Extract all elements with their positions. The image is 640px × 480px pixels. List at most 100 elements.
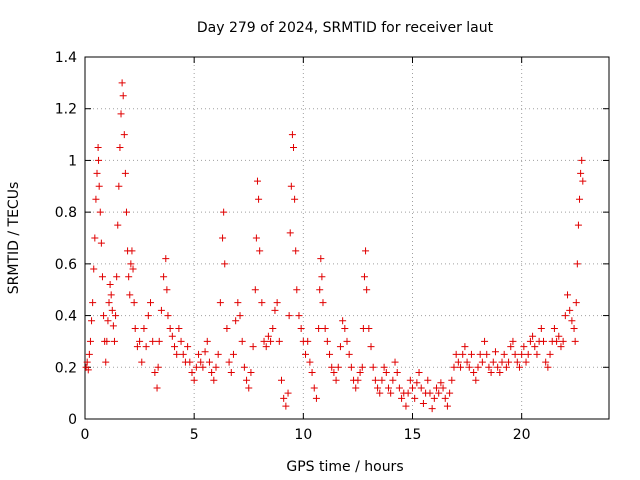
data-point	[387, 389, 395, 397]
data-point	[494, 363, 502, 371]
data-point	[426, 389, 434, 397]
data-point	[251, 286, 259, 294]
data-point	[264, 332, 272, 340]
data-point	[90, 265, 98, 273]
data-point	[95, 156, 103, 164]
data-point	[126, 291, 134, 299]
data-point	[454, 358, 462, 366]
data-point	[223, 325, 231, 332]
data-point	[118, 79, 126, 87]
data-point	[553, 337, 561, 345]
data-point	[89, 299, 97, 307]
x-tick-label: 0	[81, 427, 90, 443]
data-point	[91, 234, 99, 242]
data-point	[550, 325, 558, 332]
data-point	[287, 182, 295, 190]
data-point	[249, 343, 257, 351]
data-point	[395, 384, 403, 392]
grid	[85, 57, 609, 419]
data-point	[500, 350, 508, 358]
data-point	[95, 182, 103, 190]
data-point	[384, 384, 392, 392]
data-point	[483, 350, 491, 358]
data-point	[253, 177, 261, 185]
data-point	[417, 384, 425, 392]
data-point	[153, 384, 161, 392]
data-point	[509, 337, 517, 345]
data-point	[321, 325, 329, 332]
data-point	[579, 177, 587, 185]
data-point	[376, 389, 384, 397]
data-point	[122, 208, 130, 216]
data-point	[465, 363, 473, 371]
data-point	[83, 358, 91, 366]
data-point	[128, 247, 136, 255]
data-point	[380, 363, 388, 371]
data-point	[177, 337, 185, 345]
data-point	[463, 358, 471, 366]
data-point	[225, 358, 233, 366]
data-point	[470, 368, 478, 376]
data-point	[112, 312, 120, 320]
data-point	[542, 358, 550, 366]
data-point	[190, 376, 198, 384]
y-tick-label: 1.4	[55, 50, 77, 66]
data-point	[119, 92, 127, 100]
data-point	[318, 273, 326, 281]
data-point	[487, 368, 495, 376]
data-point	[212, 363, 220, 371]
data-point	[430, 394, 438, 402]
data-point	[522, 358, 530, 366]
data-point	[260, 337, 268, 345]
data-point	[317, 255, 325, 263]
data-point	[577, 169, 585, 177]
data-point	[120, 131, 128, 139]
x-tick-label: 15	[404, 427, 422, 443]
data-point	[102, 358, 110, 366]
data-point	[304, 337, 312, 345]
data-points	[82, 79, 587, 413]
data-point	[108, 306, 116, 314]
y-tick-label: 0.8	[55, 205, 77, 221]
data-point	[316, 286, 324, 294]
data-point	[339, 317, 347, 325]
data-point	[360, 273, 368, 281]
data-point	[557, 343, 565, 351]
data-point	[382, 368, 390, 376]
data-point	[476, 350, 484, 358]
data-point	[319, 299, 327, 307]
data-point	[155, 337, 163, 345]
data-point	[389, 376, 397, 384]
plot-frame	[84, 56, 610, 420]
data-point	[345, 350, 353, 358]
data-point	[411, 394, 419, 402]
y-tick-label: 1	[68, 153, 77, 169]
data-point	[452, 350, 460, 358]
data-point	[179, 350, 187, 358]
data-point	[163, 286, 171, 294]
data-point	[367, 343, 375, 351]
data-point	[107, 291, 115, 299]
data-point	[262, 343, 270, 351]
data-point	[540, 337, 547, 345]
data-point	[398, 394, 406, 402]
data-point	[496, 368, 504, 376]
data-point	[100, 312, 108, 320]
data-point	[84, 366, 92, 374]
data-point	[518, 350, 526, 358]
data-point	[275, 337, 283, 345]
data-point	[127, 260, 135, 268]
data-point	[404, 389, 412, 397]
data-point	[258, 299, 266, 307]
data-point	[197, 358, 205, 366]
data-point	[371, 376, 379, 384]
data-point	[472, 376, 480, 384]
data-point	[571, 337, 579, 345]
data-point	[334, 363, 342, 371]
data-point	[306, 358, 314, 366]
data-point	[171, 343, 179, 351]
data-point	[110, 337, 118, 345]
data-point	[149, 337, 157, 345]
data-point	[88, 317, 96, 325]
data-point	[245, 384, 253, 392]
